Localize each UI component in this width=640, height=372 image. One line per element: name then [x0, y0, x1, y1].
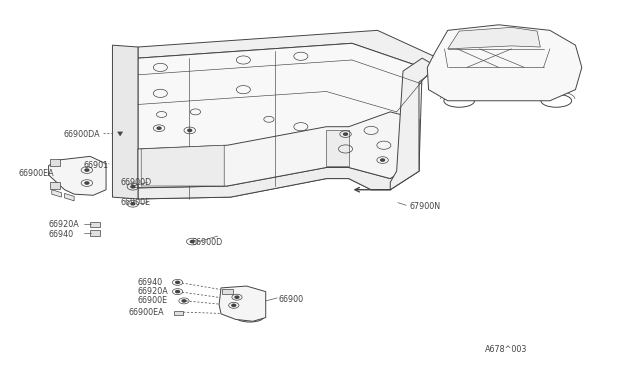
Circle shape [175, 281, 179, 283]
Polygon shape [219, 286, 266, 321]
Polygon shape [118, 132, 123, 136]
Text: 66920A: 66920A [49, 221, 79, 230]
Circle shape [235, 296, 239, 298]
Text: 66940: 66940 [49, 230, 74, 240]
Circle shape [381, 159, 385, 161]
Text: 66900D: 66900D [191, 238, 222, 247]
Polygon shape [428, 25, 582, 101]
Polygon shape [113, 45, 138, 199]
Text: 66901: 66901 [84, 161, 109, 170]
Text: 66900E: 66900E [121, 198, 151, 207]
Polygon shape [90, 231, 100, 235]
Text: 67900N: 67900N [410, 202, 440, 211]
Text: 66900DA: 66900DA [63, 129, 100, 139]
Polygon shape [49, 156, 106, 195]
Polygon shape [326, 131, 349, 166]
Circle shape [175, 291, 179, 293]
Polygon shape [141, 145, 224, 186]
Text: 66920A: 66920A [138, 287, 169, 296]
Polygon shape [448, 28, 540, 49]
Polygon shape [65, 193, 74, 201]
Circle shape [344, 133, 348, 135]
Polygon shape [138, 31, 438, 67]
Polygon shape [222, 289, 232, 294]
Circle shape [182, 300, 186, 302]
Circle shape [85, 169, 89, 171]
Text: 66900D: 66900D [121, 178, 152, 187]
Circle shape [131, 203, 135, 205]
Text: A678^003: A678^003 [484, 345, 527, 354]
Polygon shape [174, 311, 182, 315]
Circle shape [188, 129, 191, 132]
Polygon shape [138, 112, 419, 188]
Polygon shape [390, 58, 438, 190]
Circle shape [232, 304, 236, 307]
Text: 66900EA: 66900EA [19, 169, 54, 177]
Polygon shape [138, 43, 422, 199]
Circle shape [85, 182, 89, 184]
Text: 66900EA: 66900EA [129, 308, 164, 317]
Polygon shape [50, 182, 60, 189]
Polygon shape [50, 159, 60, 166]
Circle shape [190, 240, 194, 243]
Text: 66940: 66940 [138, 278, 163, 287]
Circle shape [131, 186, 135, 188]
Polygon shape [90, 222, 100, 227]
Polygon shape [138, 160, 419, 199]
Text: 66900: 66900 [278, 295, 303, 304]
Polygon shape [52, 190, 61, 197]
Circle shape [157, 127, 161, 129]
Text: 66900E: 66900E [138, 296, 168, 305]
